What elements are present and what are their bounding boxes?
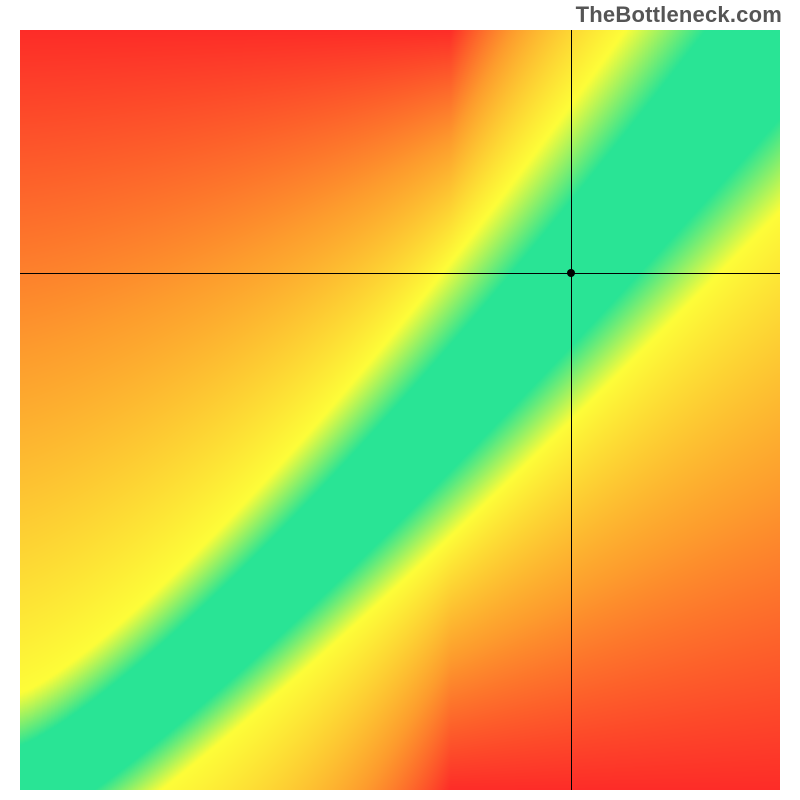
plot-area bbox=[20, 30, 780, 790]
crosshair-marker bbox=[567, 269, 575, 277]
crosshair-horizontal bbox=[20, 273, 780, 274]
crosshair-vertical bbox=[571, 30, 572, 790]
heatmap-canvas bbox=[20, 30, 780, 790]
chart-container: TheBottleneck.com bbox=[0, 0, 800, 800]
watermark-text: TheBottleneck.com bbox=[576, 2, 782, 28]
